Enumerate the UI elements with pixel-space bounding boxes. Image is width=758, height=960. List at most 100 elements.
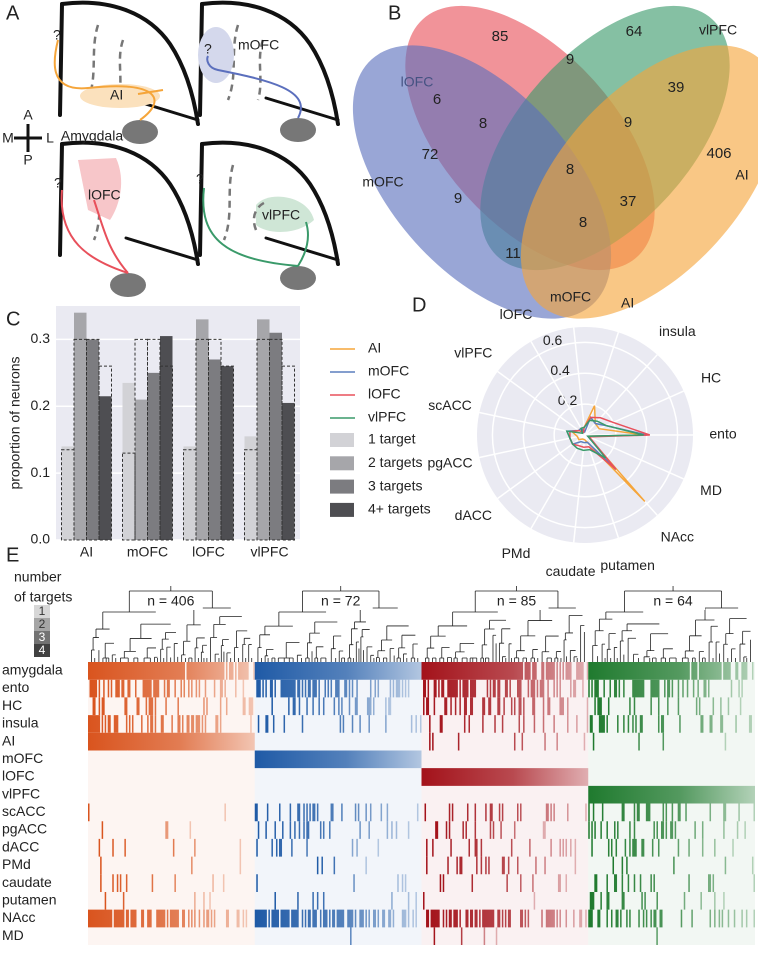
region-count: 64 <box>626 23 643 40</box>
axis-label: lOFC <box>500 306 533 322</box>
amygdala <box>280 118 316 142</box>
axis-label: AI <box>621 294 634 310</box>
amygdala <box>122 120 158 144</box>
heatmap-row <box>254 909 417 928</box>
colorbar-title: of targets <box>14 589 72 605</box>
colorbar-tick-label: 1 <box>39 604 46 618</box>
bar <box>147 372 160 540</box>
dendrogram <box>425 586 585 662</box>
heatmap-row <box>88 715 252 733</box>
outline <box>60 140 200 266</box>
heatmap-row <box>421 662 589 680</box>
compass-label: A <box>23 107 33 123</box>
x-tick-label: lOFC <box>192 544 225 560</box>
legend-label: 1 target <box>368 431 416 447</box>
sulcus <box>256 39 265 101</box>
dendrogram <box>91 586 253 662</box>
colorbar-cell <box>34 618 50 631</box>
question-mark: ? <box>53 27 61 43</box>
heatmap-row <box>88 909 248 928</box>
brain-vlpfc: ? vlPFC <box>196 140 340 290</box>
heatmap-row <box>589 891 725 910</box>
arrow <box>53 39 156 121</box>
spoke <box>530 434 586 529</box>
bar <box>282 402 295 540</box>
colorbar-cell <box>34 644 50 657</box>
dendrogram <box>257 586 419 662</box>
heatmap-row <box>588 662 754 680</box>
legend-swatch <box>330 433 354 447</box>
arrow <box>137 89 164 95</box>
set-label: vlPFC <box>699 22 737 38</box>
heatmap-row <box>98 838 242 857</box>
legend-label: 2 targets <box>368 454 422 470</box>
row-label: MD <box>2 927 24 943</box>
heatmap-row <box>257 715 422 733</box>
axis-label: MD <box>700 482 722 498</box>
compass-label: P <box>23 152 32 168</box>
legend-label: 3 targets <box>368 477 422 493</box>
y-axis-label: proportion of neurons <box>7 356 23 489</box>
sulcus <box>116 39 125 101</box>
legend-swatch <box>330 456 354 471</box>
reference-bar <box>208 338 222 541</box>
heatmap-row <box>316 856 367 875</box>
heatmap-row <box>88 662 255 680</box>
legend-label: lOFC <box>368 386 401 402</box>
sulcus <box>222 164 235 241</box>
label-backdrop <box>484 594 549 610</box>
spoke <box>497 434 586 500</box>
heatmap-row <box>589 715 752 733</box>
question-mark: ? <box>204 41 212 57</box>
spoke <box>584 434 684 480</box>
y-tick-label: 0.2 <box>31 397 51 413</box>
row-label: caudate <box>2 874 52 890</box>
heatmap-row <box>429 715 589 733</box>
sulcus <box>86 24 100 101</box>
legend-label: AI <box>368 340 381 356</box>
row-label: NAcc <box>2 909 35 925</box>
axis-label: putamen <box>600 557 654 573</box>
region <box>78 158 122 220</box>
bar <box>74 312 87 540</box>
region-count: 9 <box>454 190 462 207</box>
arrow <box>60 189 129 274</box>
y-tick-label: 0.3 <box>31 330 51 346</box>
legend-swatch <box>330 479 354 494</box>
arrow <box>206 55 302 119</box>
x-tick-label: mOFC <box>127 544 168 560</box>
region-count: 9 <box>624 114 632 131</box>
heatmap-row <box>271 697 392 716</box>
bar <box>61 446 74 540</box>
outline <box>198 142 204 257</box>
heatmap-row <box>254 750 422 769</box>
region-label: mOFC <box>238 37 279 53</box>
panel-label: B <box>388 2 401 24</box>
region-label: vlPFC <box>262 207 300 223</box>
bar <box>160 336 173 540</box>
heatmap-row <box>89 679 245 698</box>
spoke <box>572 434 586 543</box>
row-label: putamen <box>2 891 56 907</box>
legend-swatch <box>330 502 354 517</box>
outline <box>124 236 200 262</box>
region-count: 6 <box>433 91 441 108</box>
row-label: AI <box>2 732 15 748</box>
venn-set <box>520 45 758 319</box>
heatmap-row <box>254 662 422 680</box>
bar <box>196 319 209 540</box>
row-label: PMd <box>2 856 31 872</box>
row-label: insula <box>2 715 39 731</box>
axis-label: pgACC <box>427 454 472 470</box>
heatmap-row <box>594 874 755 892</box>
region-count: 37 <box>620 193 637 210</box>
question-mark: ? <box>196 171 204 187</box>
region <box>198 27 234 83</box>
region-count: 11 <box>505 245 521 262</box>
row-label: pgACC <box>2 821 47 837</box>
axis-label: NAcc <box>661 528 694 544</box>
brain-ai: ? AI <box>53 0 200 144</box>
sulcus <box>252 200 267 231</box>
reference-bar <box>159 365 173 541</box>
